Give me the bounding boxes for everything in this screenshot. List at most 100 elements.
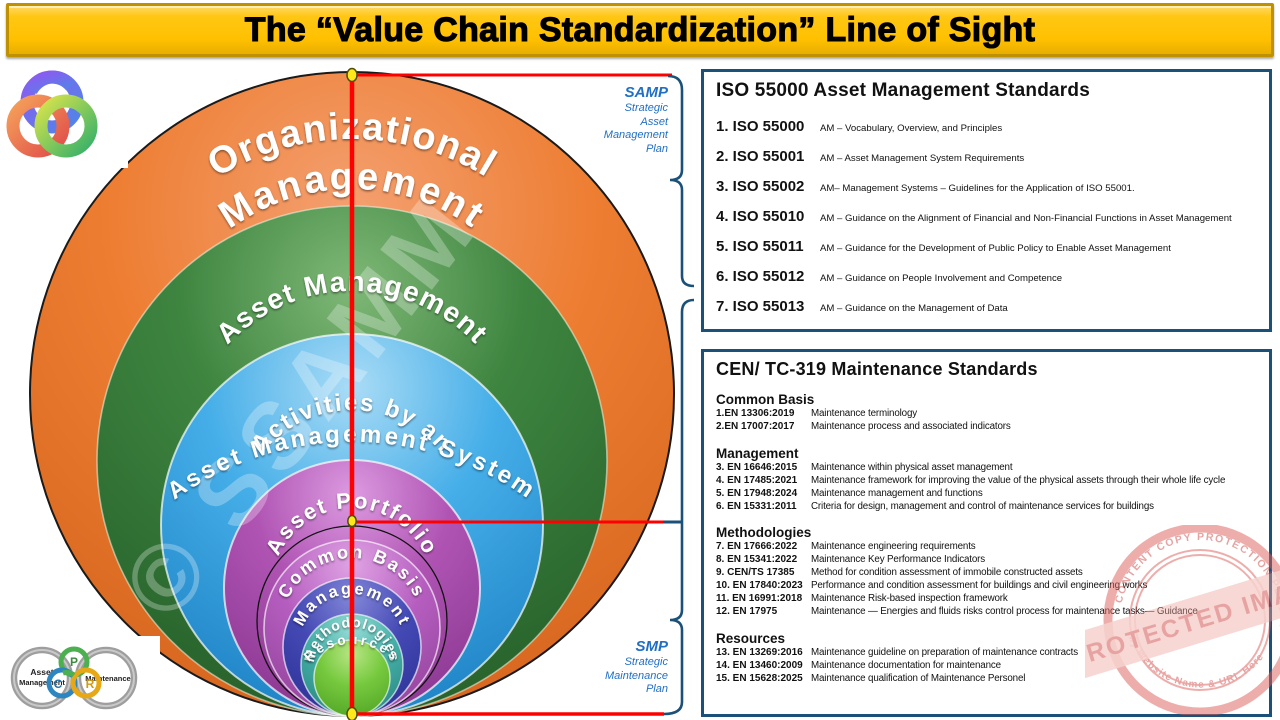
pcr-ring-c: C xyxy=(54,677,63,691)
cen-code: 7. EN 17666:2022 xyxy=(716,541,798,553)
iso-code: 7. ISO 55013 xyxy=(716,298,805,315)
cen-desc: Maintenance guideline on preparation of … xyxy=(811,646,1078,658)
cen-item: 10. EN 17840:2023 Performance and condit… xyxy=(716,580,1257,593)
samp-label: SAMP Strategic Asset Management Plan xyxy=(556,84,668,156)
cen-item: 11. EN 16991:2018 Maintenance Risk-based… xyxy=(716,593,1257,606)
iso-desc: AM – Vocabulary, Overview, and Principle… xyxy=(820,123,1003,134)
smp-line: Strategic xyxy=(624,656,668,668)
cen-code: 1.EN 13306:2019 xyxy=(716,408,795,419)
cen-item: 15. EN 15628:2025 Maintenance qualificat… xyxy=(716,673,1257,686)
pcr-right-label: Maintenance xyxy=(85,674,130,683)
iso-code: 2. ISO 55001 xyxy=(716,148,805,165)
cen-desc: Maintenance documentation for maintenanc… xyxy=(811,659,1001,671)
smp-label: SMP Strategic Maintenance Plan xyxy=(556,638,668,697)
iso-code: 5. ISO 55011 xyxy=(716,238,804,255)
cen-code: 14. EN 13460:2009 xyxy=(716,659,803,671)
brace-cen xyxy=(663,298,695,716)
cen-item: 12. EN 17975 Maintenance — Energies and … xyxy=(716,606,1257,619)
page-title: The “Value Chain Standardization” Line o… xyxy=(244,10,1036,49)
pcr-left-label-2: Management xyxy=(19,678,65,687)
cen-item: 14. EN 13460:2009 Maintenance documentat… xyxy=(716,660,1257,673)
samp-line: Asset xyxy=(640,115,668,128)
cen-desc: Maintenance process and associated indic… xyxy=(811,420,1011,432)
cen-panel-title: CEN/ TC-319 Maintenance Standards xyxy=(716,359,1038,379)
cen-item: 9. CEN/TS 17385 Method for condition ass… xyxy=(716,567,1257,580)
iso-desc: AM – Guidance on the Management of Data xyxy=(820,303,1008,314)
cen-item: 7. EN 17666:2022 Maintenance engineering… xyxy=(716,541,1257,554)
cen-code: 6. EN 15331:2011 xyxy=(716,500,797,512)
title-banner: The “Value Chain Standardization” Line o… xyxy=(6,3,1274,57)
cen-desc: Maintenance framework for improving the … xyxy=(811,474,1226,486)
cen-section-heading: Management xyxy=(716,445,799,461)
pcr-ring-p: P xyxy=(70,655,78,669)
cen-code: 4. EN 17485:2021 xyxy=(716,474,798,486)
iso-panel-title: ISO 55000 Asset Management Standards xyxy=(716,80,1090,101)
cen-item: 4. EN 17485:2021 Maintenance framework f… xyxy=(716,475,1257,488)
cen-section-heading: Common Basis xyxy=(716,392,815,407)
samp-abbr: SAMP xyxy=(624,84,668,101)
cen-desc: Maintenance terminology xyxy=(811,408,918,419)
asset-management-maintenance-logo: Asset Management Maintenance P C R xyxy=(2,636,160,718)
iso-desc: AM – Guidance for the Development of Pub… xyxy=(820,243,1171,254)
samp-line: Plan xyxy=(645,142,668,155)
line-of-sight-marker-center xyxy=(347,514,357,528)
smp-line: Maintenance xyxy=(605,669,668,682)
trefoil-logo-icon xyxy=(6,70,98,158)
iso-desc: AM– Management Systems – Guidelines for … xyxy=(820,183,1135,194)
cen-item: 2.EN 17007:2017 Maintenance process and … xyxy=(716,421,1257,434)
smp-abbr: SMP xyxy=(635,638,668,655)
cen-desc: Maintenance qualification of Maintenance… xyxy=(811,672,1026,684)
cen-code: 5. EN 17948:2024 xyxy=(716,487,798,499)
cen-item: 6. EN 15331:2011 Criteria for design, ma… xyxy=(716,501,1257,514)
samp-line: Strategic xyxy=(624,102,668,114)
iso-desc: AM – Asset Management System Requirement… xyxy=(820,153,1025,164)
iso-item: 3. ISO 55002 AM– Management Systems – Gu… xyxy=(716,178,1257,195)
iso-standards-panel: ISO 55000 Asset Management Standards 1. … xyxy=(701,69,1272,332)
cen-desc: Maintenance engineering requirements xyxy=(811,541,976,553)
iso-code: 4. ISO 55010 xyxy=(716,208,805,225)
iso-item: 2. ISO 55001 AM – Asset Management Syste… xyxy=(716,148,1257,165)
cen-desc: Criteria for design, management and cont… xyxy=(811,500,1154,512)
cen-item: 13. EN 13269:2016 Maintenance guideline … xyxy=(716,647,1257,660)
pcr-ring-r: R xyxy=(86,677,95,691)
cen-code: 12. EN 17975 xyxy=(716,605,778,617)
cen-section-heading: Resources xyxy=(716,630,786,646)
pcr-left-label-1: Asset xyxy=(30,667,53,677)
cen-code: 8. EN 15341:2022 xyxy=(716,554,798,566)
iso-code: 6. ISO 55012 xyxy=(716,268,805,285)
cen-desc: Maintenance management and functions xyxy=(811,487,983,499)
cen-code: 2.EN 17007:2017 xyxy=(716,420,795,432)
brace-iso xyxy=(667,74,695,288)
trefoil-logo xyxy=(0,62,128,168)
line-of-sight-marker-top xyxy=(346,67,358,83)
cen-item: 1.EN 13306:2019 Maintenance terminology xyxy=(716,408,1257,421)
cen-item: 5. EN 17948:2024 Maintenance management … xyxy=(716,488,1257,501)
line-of-sight-marker-bottom xyxy=(346,706,358,720)
iso-item: 6. ISO 55012 AM – Guidance on People Inv… xyxy=(716,268,1257,285)
cen-section-heading: Methodologies xyxy=(716,525,812,541)
cen-desc: Maintenance within physical asset manage… xyxy=(811,461,1013,473)
iso-code: 3. ISO 55002 xyxy=(716,178,805,195)
iso-code: 1. ISO 55000 xyxy=(716,118,805,135)
cen-item: 3. EN 16646:2015 Maintenance within phys… xyxy=(716,462,1257,475)
cen-standards-panel: CEN/ TC-319 Maintenance Standards Common… xyxy=(701,349,1272,717)
iso-desc: AM – Guidance on the Alignment of Financ… xyxy=(820,213,1232,224)
cen-code: 10. EN 17840:2023 xyxy=(716,580,803,592)
cen-code: 3. EN 16646:2015 xyxy=(716,461,798,473)
iso-item: 7. ISO 55013 AM – Guidance on the Manage… xyxy=(716,298,1257,315)
pcr-logo-icon: Asset Management Maintenance P C R xyxy=(10,646,138,710)
cen-desc: Performance and condition assessment for… xyxy=(811,580,1148,592)
iso-item: 5. ISO 55011 AM – Guidance for the Devel… xyxy=(716,238,1257,255)
value-chain-diagram: © SSAMM Organizational Management Asset … xyxy=(29,67,695,720)
iso-item: 1. ISO 55000 AM – Vocabulary, Overview, … xyxy=(716,118,1257,135)
iso-item: 4. ISO 55010 AM – Guidance on the Alignm… xyxy=(716,208,1257,225)
samp-line: Management xyxy=(603,129,668,141)
cen-desc: Maintenance Risk-based inspection framew… xyxy=(811,593,1008,605)
smp-line: Plan xyxy=(645,683,668,695)
cen-code: 11. EN 16991:2018 xyxy=(716,593,803,605)
cen-item: 8. EN 15341:2022 Maintenance Key Perform… xyxy=(716,554,1257,567)
iso-desc: AM – Guidance on People Involvement and … xyxy=(820,273,1063,284)
cen-desc: Maintenance Key Performance Indicators xyxy=(811,554,986,566)
cen-code: 15. EN 15628:2025 xyxy=(716,672,803,684)
